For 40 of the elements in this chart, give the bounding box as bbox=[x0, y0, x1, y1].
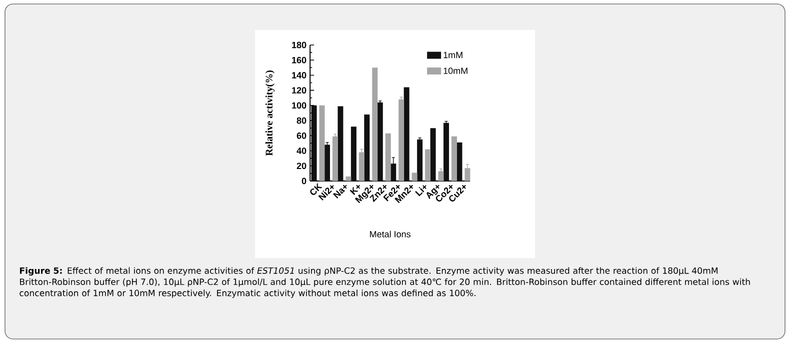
bar bbox=[311, 105, 317, 181]
bar bbox=[346, 176, 352, 181]
y-tick-label: 80 bbox=[296, 117, 306, 124]
bar bbox=[385, 133, 391, 181]
x-axis-title: Metal Ions bbox=[370, 230, 410, 238]
legend-label: 10mM bbox=[444, 68, 468, 74]
bar bbox=[372, 68, 378, 181]
legend-label: 1mM bbox=[444, 52, 462, 58]
bar bbox=[451, 136, 457, 181]
bar bbox=[377, 102, 383, 181]
y-tick-label: 160 bbox=[292, 56, 306, 64]
bar bbox=[404, 87, 410, 181]
bar bbox=[350, 126, 356, 181]
bar bbox=[425, 149, 431, 181]
y-tick-label: 20 bbox=[296, 162, 306, 170]
x-tick-label: Na+ bbox=[333, 184, 347, 198]
bar bbox=[456, 142, 462, 181]
bar bbox=[398, 99, 404, 181]
bar bbox=[438, 171, 444, 181]
text: Figure 5: Effect of metal ions on enzyme activities of EST1051 using ρNP-C2 as the substrate. Enzyme activity was measured after the reaction of 180μL 40mM Britton-Robinson buffer (pH 7.0), 10μL ρNP-C2 of 1μmol/L and 10μL pure enzyme solution at 40℃ for 20 min. Britton-Robinson buffer contained different metal ions with concentration of 1mM or 10mM respectively. Enzymatic activity without metal ions was defined as 100%. bbox=[20, 267, 750, 298]
y-axis-title: Relative activity(%) bbox=[265, 70, 275, 156]
bar bbox=[417, 139, 423, 181]
y-tick-label: 120 bbox=[292, 87, 306, 94]
y-tick-label: 40 bbox=[296, 148, 306, 154]
bar bbox=[464, 168, 470, 181]
y-tick-label: 0 bbox=[302, 178, 306, 184]
bar bbox=[338, 106, 344, 181]
bar bbox=[430, 128, 436, 181]
x-tick-label: Li+ bbox=[415, 185, 426, 196]
y-tick-label: 140 bbox=[292, 72, 306, 78]
y-tick-label: 180 bbox=[292, 42, 306, 48]
bar bbox=[358, 152, 364, 181]
bar bbox=[332, 136, 338, 181]
bar bbox=[364, 114, 370, 181]
bar bbox=[443, 122, 449, 181]
bar bbox=[319, 105, 325, 181]
bar bbox=[412, 172, 418, 181]
bar bbox=[324, 144, 330, 181]
y-tick-label: 100 bbox=[292, 102, 306, 109]
y-tick-label: 60 bbox=[296, 132, 306, 139]
